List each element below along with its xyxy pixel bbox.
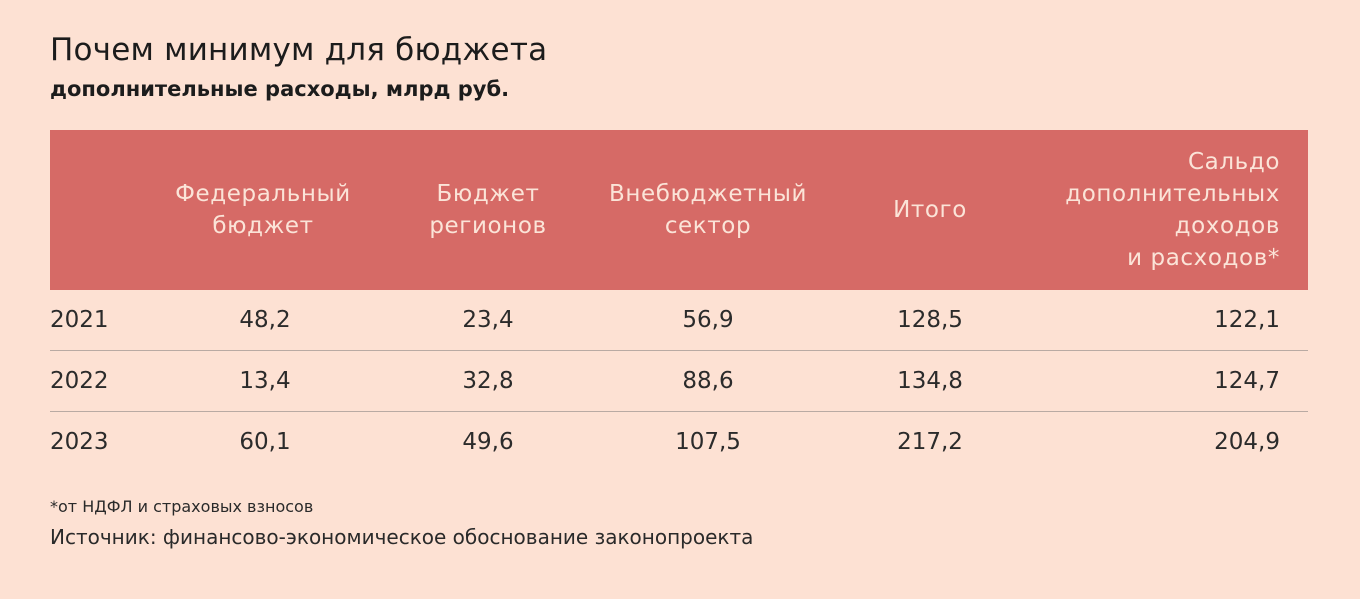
source-note: Источник: финансово-экономическое обосно… bbox=[50, 525, 754, 549]
header-balance: Сальдо дополнительных доходов и расходов… bbox=[1065, 149, 1280, 271]
row-year: 2023 bbox=[50, 429, 109, 455]
cell-federal-budget: 48,2 bbox=[239, 307, 291, 333]
data-table: Федеральный бюджет Бюджет регионов Внебю… bbox=[50, 130, 1308, 472]
table-header: Федеральный бюджет Бюджет регионов Внебю… bbox=[50, 130, 1308, 290]
footnote: *от НДФЛ и страховых взносов bbox=[50, 497, 314, 516]
chart-title: Почем минимум для бюджета bbox=[50, 32, 548, 68]
cell-total: 217,2 bbox=[897, 429, 963, 455]
header-regional-budget: Бюджет регионов bbox=[429, 181, 547, 239]
table-body: 2021 48,2 23,4 56,9 128,5 122,1 2022 13,… bbox=[50, 290, 1308, 472]
cell-regional-budget: 23,4 bbox=[462, 307, 514, 333]
cell-off-budget-sector: 88,6 bbox=[682, 368, 734, 394]
header-off-budget-sector: Внебюджетный сектор bbox=[608, 181, 808, 239]
chart-subtitle: дополнительные расходы, млрд руб. bbox=[50, 77, 510, 101]
table-row: 2023 60,1 49,6 107,5 217,2 204,9 bbox=[50, 412, 1308, 472]
cell-total: 134,8 bbox=[897, 368, 963, 394]
cell-total: 128,5 bbox=[897, 307, 963, 333]
table-row: 2022 13,4 32,8 88,6 134,8 124,7 bbox=[50, 351, 1308, 412]
cell-regional-budget: 32,8 bbox=[462, 368, 514, 394]
cell-balance: 122,1 bbox=[1214, 307, 1280, 333]
cell-balance: 204,9 bbox=[1214, 429, 1280, 455]
cell-off-budget-sector: 107,5 bbox=[675, 429, 741, 455]
table-row: 2021 48,2 23,4 56,9 128,5 122,1 bbox=[50, 290, 1308, 351]
cell-federal-budget: 13,4 bbox=[239, 368, 291, 394]
row-year: 2021 bbox=[50, 307, 109, 333]
header-federal-budget: Федеральный бюджет bbox=[175, 181, 351, 239]
cell-regional-budget: 49,6 bbox=[462, 429, 514, 455]
cell-balance: 124,7 bbox=[1214, 368, 1280, 394]
row-year: 2022 bbox=[50, 368, 109, 394]
cell-off-budget-sector: 56,9 bbox=[682, 307, 734, 333]
header-total: Итого bbox=[893, 197, 967, 223]
cell-federal-budget: 60,1 bbox=[239, 429, 291, 455]
